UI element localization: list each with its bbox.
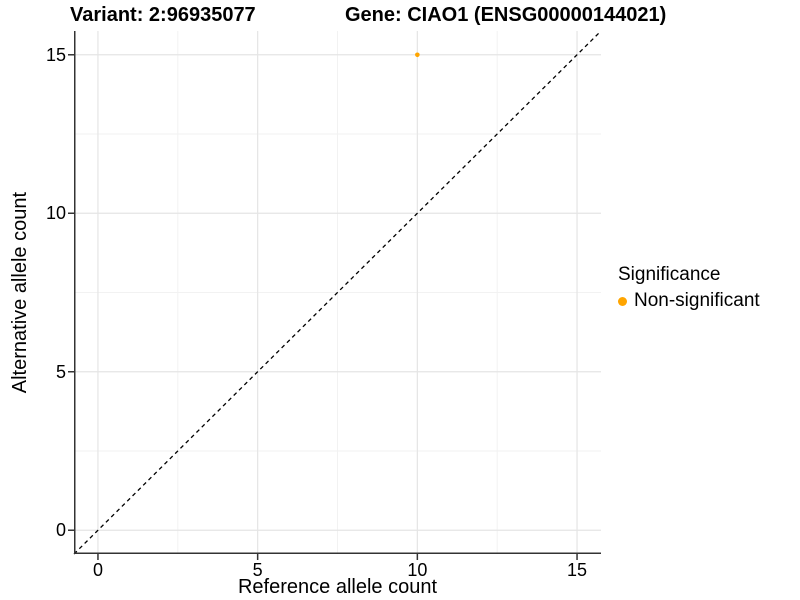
y-axis-title: Alternative allele count bbox=[8, 31, 32, 554]
x-axis-tick-label: 0 bbox=[92, 560, 103, 580]
legend-entry-label: Non-significant bbox=[634, 290, 760, 311]
y-axis-tick-label: 5 bbox=[55, 361, 66, 382]
legend-key-dot-icon bbox=[618, 296, 627, 306]
plot-panel bbox=[68, 30, 602, 560]
y-axis-tick-label: 15 bbox=[45, 44, 66, 65]
legend: Significance Non-significant bbox=[618, 263, 760, 313]
x-axis-tick-label: 5 bbox=[252, 560, 263, 580]
x-axis-title: Reference allele count bbox=[237, 576, 437, 598]
y-axis-tick-label: 10 bbox=[45, 203, 66, 224]
x-axis-tick-label: 10 bbox=[407, 560, 428, 580]
y-axis-tick-label: 0 bbox=[55, 520, 66, 541]
x-axis-tick-label: 15 bbox=[567, 560, 588, 580]
gene-title: Gene: CIAO1 (ENSG00000144021) bbox=[345, 4, 667, 26]
variant-title: Variant: 2:96935077 bbox=[70, 4, 256, 26]
legend-entry: Non-significant bbox=[618, 289, 760, 313]
scatter-plot bbox=[68, 30, 602, 560]
legend-title: Significance bbox=[618, 264, 721, 285]
